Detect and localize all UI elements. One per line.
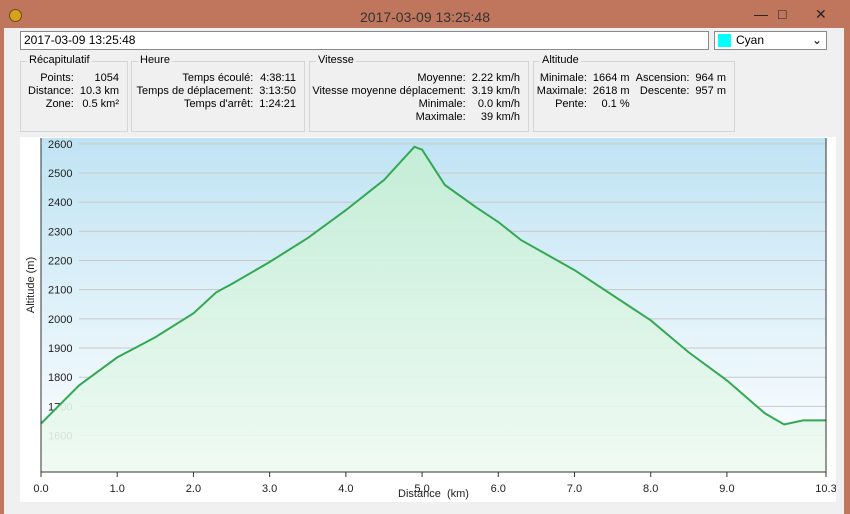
color-dropdown[interactable]: Cyan ⌄	[714, 31, 827, 50]
group-title: Récapitulatif	[27, 54, 92, 66]
y-tick-label: 1900	[48, 343, 72, 355]
y-tick-label: 2300	[48, 226, 72, 238]
stat-label: Distance:	[28, 85, 74, 97]
stat-value: 957 m	[695, 85, 726, 97]
stat-label: Points:	[40, 72, 74, 84]
stat-value: 964 m	[695, 72, 726, 84]
stat-label: Zone:	[45, 98, 74, 110]
color-swatch	[718, 34, 731, 47]
y-axis-title: Altitude (m)	[25, 257, 37, 313]
stat-value: 0.5 km²	[82, 98, 119, 110]
stat-label: Maximale:	[415, 111, 466, 123]
y-tick-label: 2000	[48, 314, 72, 326]
stats-grid: Moyenne: 2.22 km/h Vitesse moyenne déplace…	[312, 72, 520, 124]
name-field[interactable]: 2017-03-09 13:25:48	[20, 31, 709, 50]
stat-value: 1:24:21	[259, 98, 296, 110]
stats-group: Altitude Minimale: 1664 m Ascension: 964 m Ma…	[533, 54, 735, 132]
x-tick-label: 5.0	[414, 483, 429, 495]
x-axis-title: Distance (km)	[398, 488, 469, 500]
area-fill	[41, 146, 826, 473]
y-tick-label: 1800	[48, 372, 72, 384]
close-button[interactable]: ✕	[815, 6, 827, 22]
stat-value: 0.1 %	[601, 98, 630, 110]
stat-label: Temps d'arrêt:	[183, 98, 254, 110]
stat-value: 1664 m	[592, 72, 630, 84]
dropdown-arrow: ⌄	[811, 33, 822, 47]
x-tick-label: 0.0	[33, 483, 48, 495]
x-tick-label: 2.0	[186, 483, 201, 495]
x-tick-label: 8.0	[643, 483, 658, 495]
group-title: Heure	[138, 54, 172, 66]
stat-label: Ascension:	[635, 72, 690, 84]
stats-group: Récapitulatif Points: 1054 Distance: 10.3 km…	[20, 54, 128, 132]
stat-label: Minimale:	[539, 72, 587, 84]
app-icon	[9, 9, 22, 22]
stats-group: Heure Temps écoulé: 4:38:11 Temps de déplac…	[131, 54, 305, 132]
stats-group: Vitesse Moyenne: 2.22 km/h Vitesse moyenne …	[309, 54, 529, 132]
stat-value: 2.22 km/h	[471, 72, 520, 84]
y-tick-label: 2100	[48, 285, 72, 297]
y-tick-label: 2500	[48, 168, 72, 180]
stat-value: 3.19 km/h	[471, 85, 520, 97]
stat-value: 10.3 km	[79, 85, 119, 97]
stat-value: 0.0 km/h	[477, 98, 520, 110]
y-tick-label: 2400	[48, 197, 72, 209]
stat-label: Moyenne:	[417, 72, 466, 84]
stat-label: Vitesse moyenne déplacement:	[312, 85, 466, 97]
stat-label: Descente:	[639, 85, 690, 97]
stat-label: Temps de déplacement:	[136, 85, 254, 97]
stats-grid: Minimale: 1664 m Ascension: 964 m Maximale: 2…	[537, 72, 726, 111]
x-tick-label: 1.0	[110, 483, 125, 495]
chart: 1600170018001900200021002200230024002500…	[25, 138, 837, 500]
x-tick-label: 4.0	[338, 483, 353, 495]
x-tick-label: 10.3	[815, 483, 836, 495]
stat-value: 2618 m	[592, 85, 630, 97]
y-tick-label: 2600	[48, 139, 72, 151]
color-name: Cyan	[736, 33, 765, 47]
stat-value: 1054	[94, 72, 119, 84]
x-tick-label: 7.0	[567, 483, 582, 495]
title-bar: 2017-03-09 13:25:48 — □ ✕	[0, 0, 850, 28]
stat-value: 3:13:50	[259, 85, 296, 97]
window-title: 2017-03-09 13:25:48	[360, 9, 490, 25]
x-tick-label: 9.0	[719, 483, 734, 495]
maximize-button[interactable]: □	[778, 6, 787, 22]
x-tick-label: 3.0	[262, 483, 277, 495]
y-tick-label: 2200	[48, 256, 72, 268]
minimize-button[interactable]: —	[754, 6, 768, 22]
stat-label: Temps écoulé:	[182, 72, 254, 84]
stat-label: Minimale:	[418, 98, 466, 110]
stat-value: 4:38:11	[260, 72, 296, 84]
stats-grid: Points: 1054 Distance: 10.3 km Zone: 0.5 km²	[28, 72, 119, 111]
stat-value: 39 km/h	[480, 111, 520, 123]
profile-line	[40, 145, 826, 426]
stat-label: Maximale:	[536, 85, 587, 97]
group-title: Altitude	[540, 54, 581, 66]
window-content: 2017-03-09 13:25:48 Cyan ⌄ Récapitulatif…	[4, 28, 844, 514]
group-title: Vitesse	[316, 54, 356, 66]
stats-grid: Temps écoulé: 4:38:11 Temps de déplacement…	[137, 72, 297, 111]
x-tick-label: 6.0	[491, 483, 506, 495]
stat-label: Pente:	[555, 98, 587, 110]
chart-panel: 1600170018001900200021002200230024002500…	[20, 137, 837, 502]
